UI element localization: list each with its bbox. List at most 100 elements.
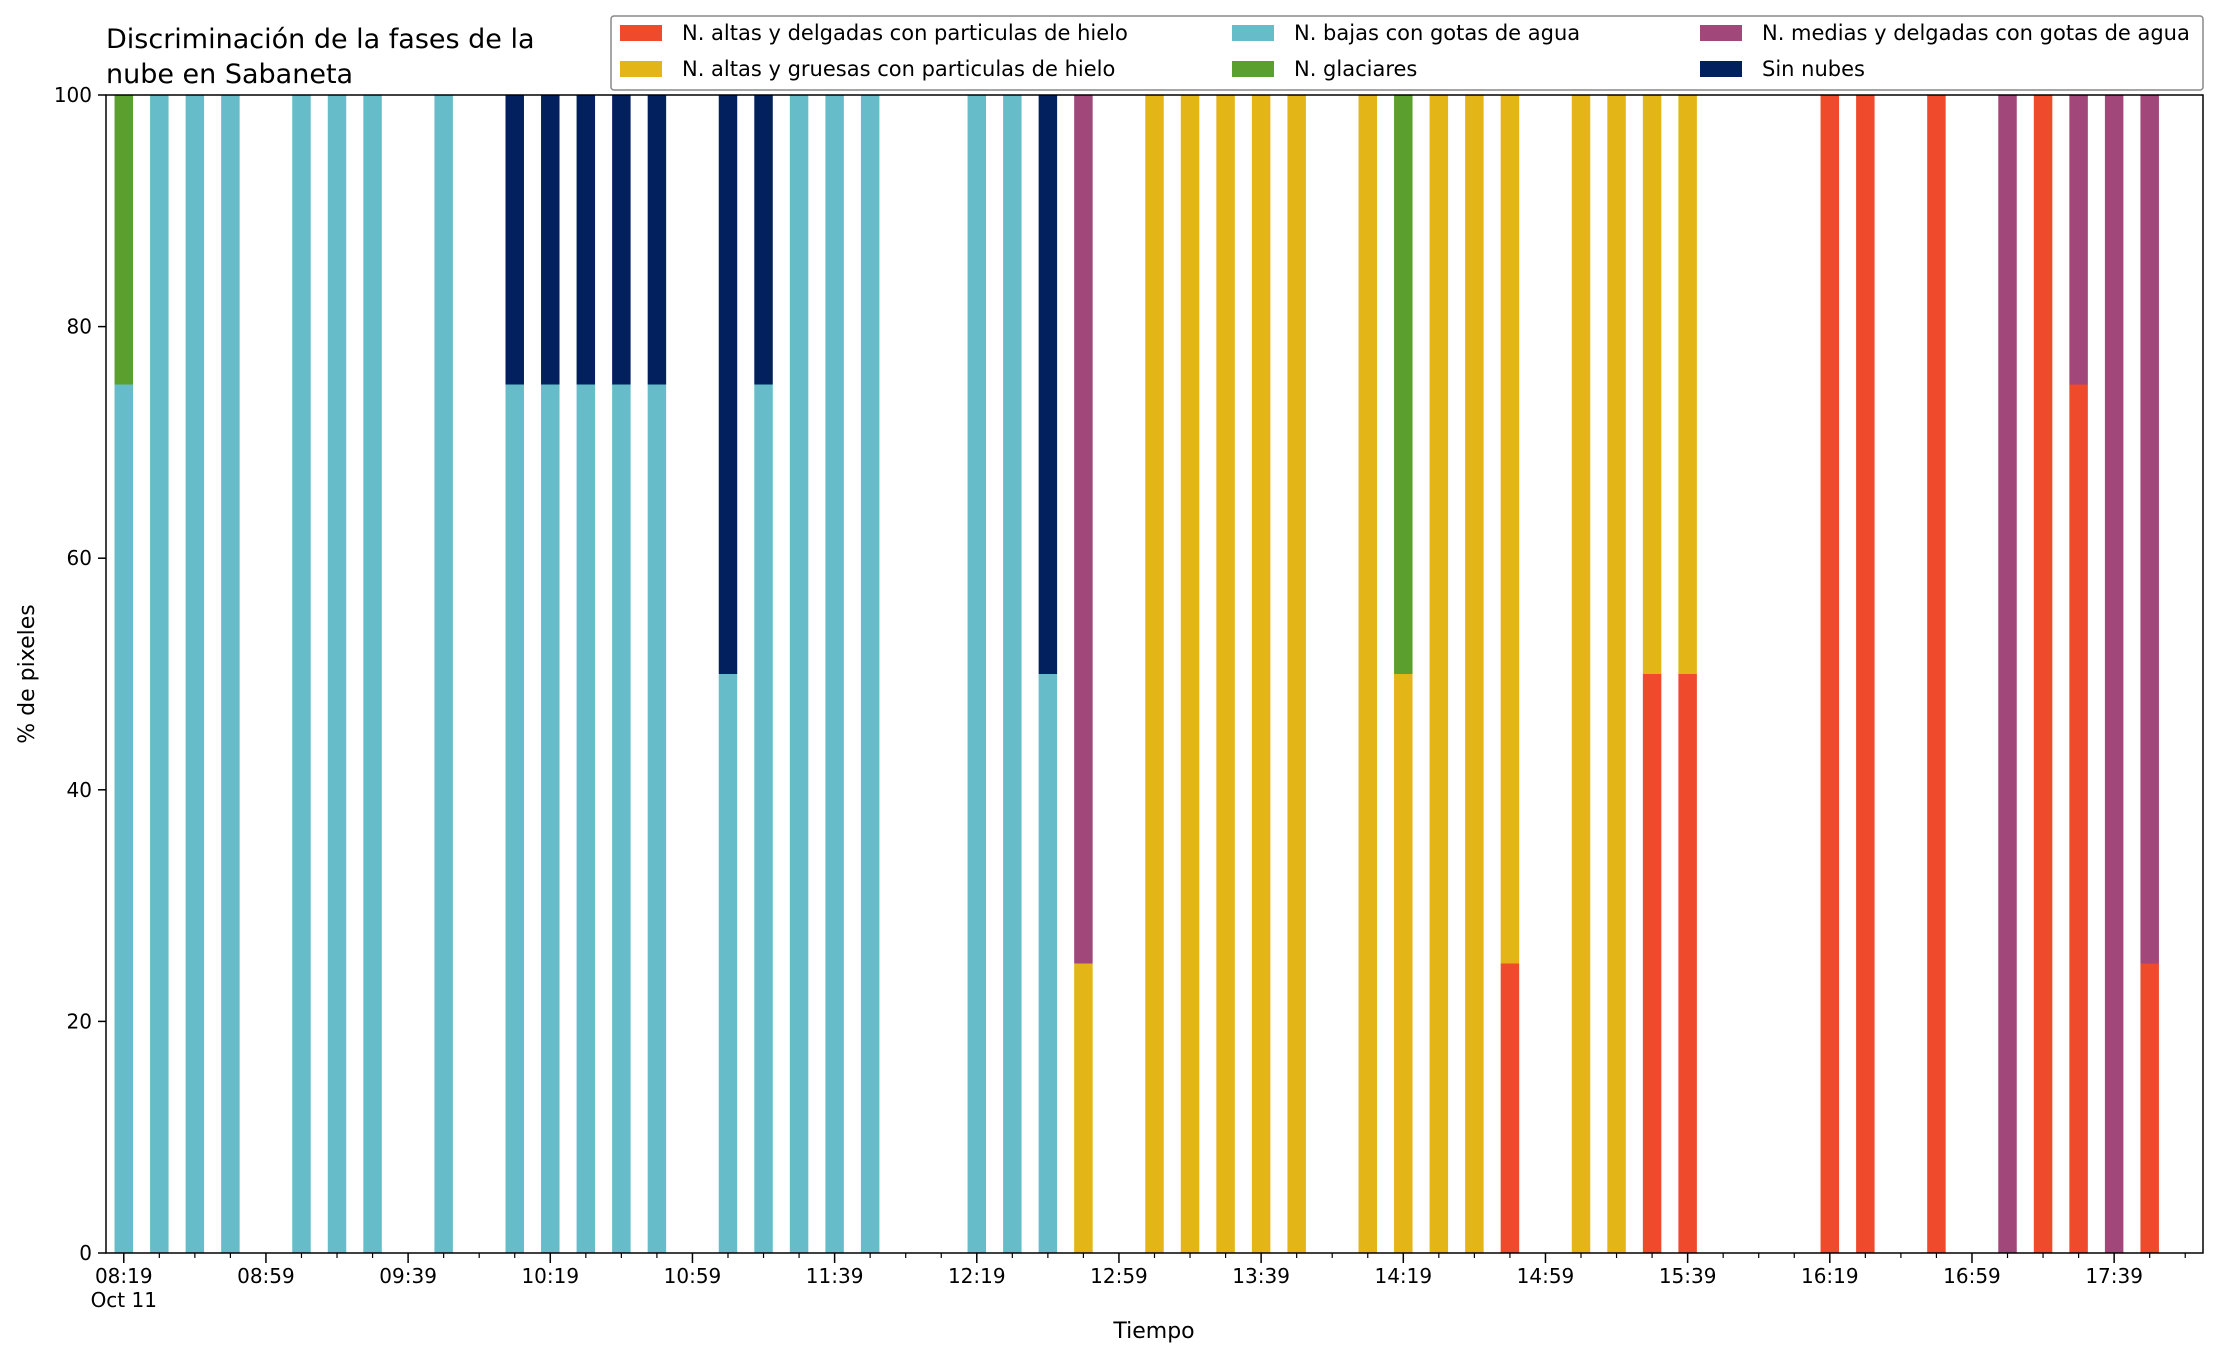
bar-segment-sin-nubes: [612, 95, 631, 385]
bar-segment-sin-nubes: [718, 95, 738, 674]
bar-segment-n-altas-y-gruesas-con-particulas-de-hielo: [1216, 95, 1235, 1253]
bar-segment-n-altas-y-gruesas-con-particulas-de-hielo: [1358, 95, 1377, 1253]
bar-segment-n-bajas-con-gotas-de-agua: [114, 384, 134, 1253]
legend-swatch-n-altas-y-delgadas-con-particulas-de-hielo: [620, 25, 662, 41]
legend-label: Sin nubes: [1762, 57, 1865, 81]
legend: N. altas y delgadas con particulas de hi…: [610, 15, 2204, 91]
bar-segment-n-altas-y-delgadas-con-particulas-de-hielo: [1642, 674, 1662, 1253]
bar-segment-n-altas-y-delgadas-con-particulas-de-hielo: [2033, 95, 2053, 1253]
bar-segment-n-glaciares: [114, 95, 134, 385]
y-axis-label: % de pixeles: [15, 604, 40, 743]
bar-segment-n-altas-y-gruesas-con-particulas-de-hielo: [1074, 963, 1093, 1253]
bar-segment-n-altas-y-gruesas-con-particulas-de-hielo: [1287, 95, 1306, 1253]
bar-segment-sin-nubes: [576, 95, 596, 385]
x-tick-label: 12:59: [1090, 1264, 1148, 1288]
bar-segment-n-altas-y-gruesas-con-particulas-de-hielo: [1607, 95, 1626, 1253]
bar-segment-n-bajas-con-gotas-de-agua: [576, 384, 596, 1253]
bar-segment-n-altas-y-gruesas-con-particulas-de-hielo: [1394, 674, 1413, 1253]
x-tick-label: 13:39: [1232, 1264, 1290, 1288]
bar-segment-sin-nubes: [1038, 95, 1058, 674]
x-tick-label: 08:59: [237, 1264, 295, 1288]
x-tick-label: 10:19: [521, 1264, 579, 1288]
bar-segment-n-altas-y-gruesas-con-particulas-de-hielo: [1145, 95, 1164, 1253]
bar-segment-n-bajas-con-gotas-de-agua: [860, 95, 880, 1253]
bar-segment-sin-nubes: [754, 95, 773, 385]
x-tick-label: 15:39: [1659, 1264, 1717, 1288]
bar-segment-n-altas-y-delgadas-con-particulas-de-hielo: [1927, 95, 1946, 1253]
bar-segment-sin-nubes: [505, 95, 524, 385]
bar-segment-sin-nubes: [541, 95, 560, 385]
bar-segment-n-medias-y-delgadas-con-gotas-de-agua: [2140, 95, 2159, 964]
bar-segment-n-bajas-con-gotas-de-agua: [434, 95, 453, 1253]
x-tick-sublabel: Oct 11: [91, 1288, 157, 1312]
legend-swatch-n-glaciares: [1232, 61, 1274, 77]
x-tick-label: 16:59: [1943, 1264, 2001, 1288]
bar-segment-n-bajas-con-gotas-de-agua: [825, 95, 844, 1253]
bar-segment-n-bajas-con-gotas-de-agua: [505, 384, 524, 1253]
bar-segment-n-altas-y-delgadas-con-particulas-de-hielo: [1678, 674, 1697, 1253]
y-tick-label: 20: [67, 1009, 92, 1033]
bar-segment-n-medias-y-delgadas-con-gotas-de-agua: [1998, 95, 2017, 1253]
legend-label: N. bajas con gotas de agua: [1294, 21, 1580, 45]
legend-swatch-n-bajas-con-gotas-de-agua: [1232, 25, 1274, 41]
bar-segment-n-bajas-con-gotas-de-agua: [647, 384, 667, 1253]
legend-swatch-sin-nubes: [1700, 61, 1742, 77]
bar-segment-n-altas-y-delgadas-con-particulas-de-hielo: [1500, 963, 1520, 1253]
legend-label: N. glaciares: [1294, 57, 1417, 81]
chart-title-line-1: Discriminación de la fases de la: [106, 24, 535, 55]
bar-segment-n-altas-y-gruesas-con-particulas-de-hielo: [1251, 95, 1271, 1253]
legend-label: N. altas y gruesas con particulas de hie…: [682, 57, 1115, 81]
bar-segment-n-altas-y-gruesas-con-particulas-de-hielo: [1571, 95, 1591, 1253]
x-tick-label: 14:59: [1517, 1264, 1575, 1288]
x-tick-label: 17:39: [2085, 1264, 2143, 1288]
bars-layer: [114, 95, 2159, 1253]
legend-swatch-n-altas-y-gruesas-con-particulas-de-hielo: [620, 61, 662, 77]
legend-label: N. altas y delgadas con particulas de hi…: [682, 21, 1128, 45]
x-tick-label: 10:59: [664, 1264, 722, 1288]
y-tick-label: 0: [79, 1241, 92, 1265]
bar-segment-n-bajas-con-gotas-de-agua: [541, 384, 560, 1253]
bar-segment-n-bajas-con-gotas-de-agua: [185, 95, 205, 1253]
y-tick-label: 40: [67, 778, 92, 802]
bar-segment-n-altas-y-gruesas-con-particulas-de-hielo: [1678, 95, 1697, 674]
bar-segment-n-bajas-con-gotas-de-agua: [327, 95, 347, 1253]
bar-segment-n-bajas-con-gotas-de-agua: [221, 95, 240, 1253]
bar-segment-n-bajas-con-gotas-de-agua: [718, 674, 738, 1253]
bar-segment-n-bajas-con-gotas-de-agua: [967, 95, 987, 1253]
bar-segment-n-bajas-con-gotas-de-agua: [1003, 95, 1022, 1253]
bar-segment-n-bajas-con-gotas-de-agua: [1038, 674, 1058, 1253]
bar-segment-n-altas-y-gruesas-con-particulas-de-hielo: [1429, 95, 1449, 1253]
y-tick-label: 100: [54, 83, 92, 107]
legend-swatch-n-medias-y-delgadas-con-gotas-de-agua: [1700, 25, 1742, 41]
x-axis-label: Tiempo: [1112, 1319, 1194, 1344]
x-tick-label: 12:19: [948, 1264, 1006, 1288]
legend-label: N. medias y delgadas con gotas de agua: [1762, 21, 2190, 45]
x-tick-label: 16:19: [1801, 1264, 1859, 1288]
bar-segment-n-altas-y-gruesas-con-particulas-de-hielo: [1465, 95, 1484, 1253]
x-tick-label: 09:39: [379, 1264, 437, 1288]
legend-box: [610, 15, 2204, 91]
bar-segment-n-altas-y-delgadas-con-particulas-de-hielo: [1820, 95, 1840, 1253]
bar-segment-n-medias-y-delgadas-con-gotas-de-agua: [2104, 95, 2124, 1253]
bar-segment-n-medias-y-delgadas-con-gotas-de-agua: [2069, 95, 2088, 385]
bar-segment-n-bajas-con-gotas-de-agua: [612, 384, 631, 1253]
bar-segment-n-bajas-con-gotas-de-agua: [150, 95, 169, 1253]
bar-segment-n-medias-y-delgadas-con-gotas-de-agua: [1074, 95, 1093, 964]
bar-segment-n-altas-y-gruesas-con-particulas-de-hielo: [1642, 95, 1662, 674]
x-tick-label: 08:19: [95, 1264, 153, 1288]
bar-segment-n-altas-y-delgadas-con-particulas-de-hielo: [2069, 384, 2088, 1253]
bar-segment-n-altas-y-gruesas-con-particulas-de-hielo: [1180, 95, 1200, 1253]
bar-segment-n-altas-y-delgadas-con-particulas-de-hielo: [2140, 963, 2159, 1253]
bar-segment-sin-nubes: [647, 95, 667, 385]
bar-segment-n-altas-y-gruesas-con-particulas-de-hielo: [1500, 95, 1520, 964]
bar-segment-n-altas-y-delgadas-con-particulas-de-hielo: [1856, 95, 1875, 1253]
bar-segment-n-bajas-con-gotas-de-agua: [789, 95, 809, 1253]
bar-segment-n-bajas-con-gotas-de-agua: [292, 95, 311, 1253]
bar-segment-n-glaciares: [1394, 95, 1413, 674]
y-axis: 0 20 40 60 80 100: [54, 83, 106, 1265]
y-tick-label: 60: [67, 546, 92, 570]
chart-title-line-2: nube en Sabaneta: [106, 59, 353, 90]
